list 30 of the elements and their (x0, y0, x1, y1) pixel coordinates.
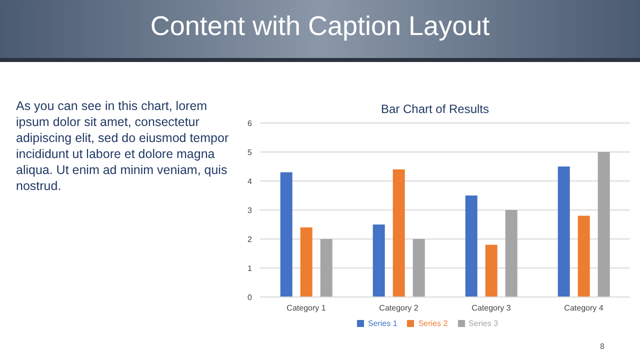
text: Content with Caption Layout (149, 10, 491, 43)
text: 8 (600, 342, 604, 351)
x-tick-label: Category 1 (286, 304, 326, 313)
y-tick-label: 3 (248, 206, 253, 215)
bar (372, 224, 385, 297)
y-tick-label: 5 (248, 148, 253, 157)
bar (558, 166, 570, 297)
chart-title: Bar Chart of Results (380, 102, 490, 116)
y-tick-label: 6 (248, 118, 253, 128)
bar (392, 169, 405, 297)
bar (320, 239, 332, 297)
y-tick-label: 4 (248, 176, 253, 186)
bar (412, 239, 425, 297)
legend-label: Series 2 (418, 319, 448, 328)
y-tick-label: 1 (248, 264, 253, 273)
bar (280, 172, 292, 297)
text: As you can see in this chart, lorem ipsum dolor sit amet, consectetur adipiscing elit, sed do eiusmod tempor incididunt ut labore et dolore magna aliqua. Ut enim ad minim veniam, quis nostrud. (16, 98, 230, 194)
bar (598, 152, 610, 297)
legend-label: Series 1 (368, 319, 398, 328)
bar (300, 227, 312, 297)
bar (505, 210, 518, 297)
y-tick-label: 0 (248, 292, 253, 302)
bar (465, 196, 478, 297)
bar (485, 244, 498, 297)
x-tick-label: Category 2 (379, 304, 419, 313)
y-tick-label: 2 (248, 234, 253, 244)
x-tick-label: Category 4 (564, 304, 604, 313)
legend-label: Series 3 (468, 319, 498, 328)
x-tick-label: Category 3 (472, 304, 512, 313)
bar (578, 216, 590, 297)
